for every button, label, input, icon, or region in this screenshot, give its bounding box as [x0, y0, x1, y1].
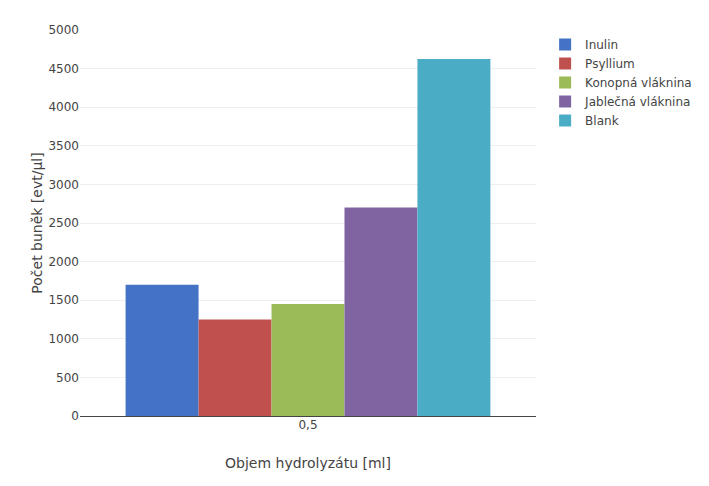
svg-text:4000: 4000 — [48, 100, 79, 114]
svg-text:1000: 1000 — [48, 332, 79, 346]
svg-text:5000: 5000 — [48, 23, 79, 37]
svg-text:Konopná vláknina: Konopná vláknina — [585, 76, 692, 90]
svg-text:0,5: 0,5 — [298, 418, 317, 432]
svg-text:0: 0 — [71, 409, 79, 423]
svg-text:Blank: Blank — [585, 114, 619, 128]
svg-text:Inulin: Inulin — [585, 38, 618, 52]
svg-text:Jablečná vláknina: Jablečná vláknina — [584, 95, 690, 109]
svg-text:Objem hydrolyzátu [ml]: Objem hydrolyzátu [ml] — [225, 455, 391, 471]
svg-text:3000: 3000 — [48, 178, 79, 192]
svg-text:1500: 1500 — [48, 293, 79, 307]
svg-text:3500: 3500 — [48, 139, 79, 153]
svg-text:500: 500 — [56, 371, 79, 385]
svg-text:Psyllium: Psyllium — [585, 57, 635, 71]
svg-text:Počet buněk [evt/μl]: Počet buněk [evt/μl] — [29, 152, 45, 293]
svg-text:4500: 4500 — [48, 62, 79, 76]
svg-text:2500: 2500 — [48, 216, 79, 230]
svg-text:2000: 2000 — [48, 255, 79, 269]
